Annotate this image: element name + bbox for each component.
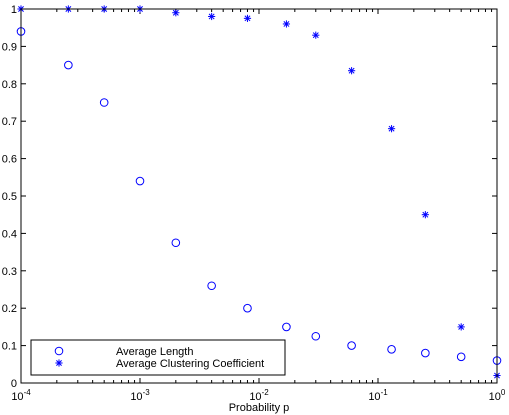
average-length-point [171, 238, 181, 248]
x-tick-label: 10-4 [11, 388, 31, 403]
ticks-layer [20, 8, 498, 384]
x-axis-title: Probability p [229, 402, 290, 414]
x-tick-base: 10 [249, 391, 261, 403]
legend-circle-marker [54, 346, 64, 356]
clustering-coefficient-point [348, 67, 356, 75]
average-length-point [347, 341, 356, 350]
average-length-point [135, 176, 145, 186]
x-tick-label: 10-1 [368, 388, 388, 403]
average-length-point [64, 60, 73, 70]
average-length-point [282, 322, 291, 332]
clustering-coefficient-point [172, 9, 180, 17]
x-tick-base: 10 [130, 391, 142, 403]
legend-label: Average Length [116, 346, 193, 358]
x-tick-exponent: -1 [381, 388, 389, 397]
clustering-coefficient-point [243, 14, 252, 22]
average-length-point [207, 281, 216, 291]
y-tick-label: 0.8 [2, 79, 17, 91]
average-length-point [311, 331, 321, 341]
clustering-coefficient-point [387, 125, 396, 133]
y-tick-label: 0 [11, 378, 17, 390]
y-tick-label: 0.4 [2, 228, 17, 240]
y-tick-label: 0.2 [2, 303, 17, 315]
x-tick-labels: 10-4 10-3 10-2 10-1 100 [11, 388, 506, 403]
y-tick-label: 0.3 [2, 266, 17, 278]
y-tick-label: 0.7 [2, 116, 17, 128]
x-tick-exponent: -3 [143, 388, 151, 397]
average-length-point [243, 303, 252, 313]
y-tick-label: 1 [11, 4, 17, 16]
clustering-coefficient-point [282, 20, 291, 28]
x-tick-exponent: 0 [501, 388, 506, 397]
x-tick-exponent: -4 [24, 388, 32, 397]
average-length-point [387, 345, 396, 354]
x-tick-base: 10 [368, 391, 380, 403]
legend-box [30, 339, 286, 376]
clustering-coefficient-point [312, 31, 320, 39]
x-tick-exponent: -2 [262, 388, 270, 397]
clustering-coefficient-point [457, 323, 465, 331]
x-tick-label: 10-2 [249, 388, 269, 403]
average-length-point [99, 98, 109, 107]
clustering-coefficient-point [421, 211, 429, 219]
x-tick-base: 10 [489, 391, 501, 403]
y-tick-label: 0.9 [2, 41, 17, 53]
legend-asterisk-marker [55, 359, 63, 367]
points-layer [16, 5, 502, 380]
x-tick-base: 10 [11, 391, 23, 403]
average-length-point [456, 352, 466, 362]
plot-frame [20, 8, 498, 384]
legend-label: Average Clustering Coefficient [116, 358, 264, 370]
y-tick-label: 0.1 [2, 341, 17, 353]
average-length-point [421, 348, 430, 358]
x-tick-label: 10-3 [130, 388, 150, 403]
y-tick-label: 0.6 [2, 154, 17, 166]
clustering-coefficient-point [208, 12, 216, 21]
x-tick-label: 100 [489, 388, 506, 403]
y-tick-label: 0.5 [2, 191, 17, 203]
y-tick-labels: 0 0.1 0.2 0.3 0.4 0.5 0.6 0.7 0.8 0.9 1 [2, 4, 17, 390]
